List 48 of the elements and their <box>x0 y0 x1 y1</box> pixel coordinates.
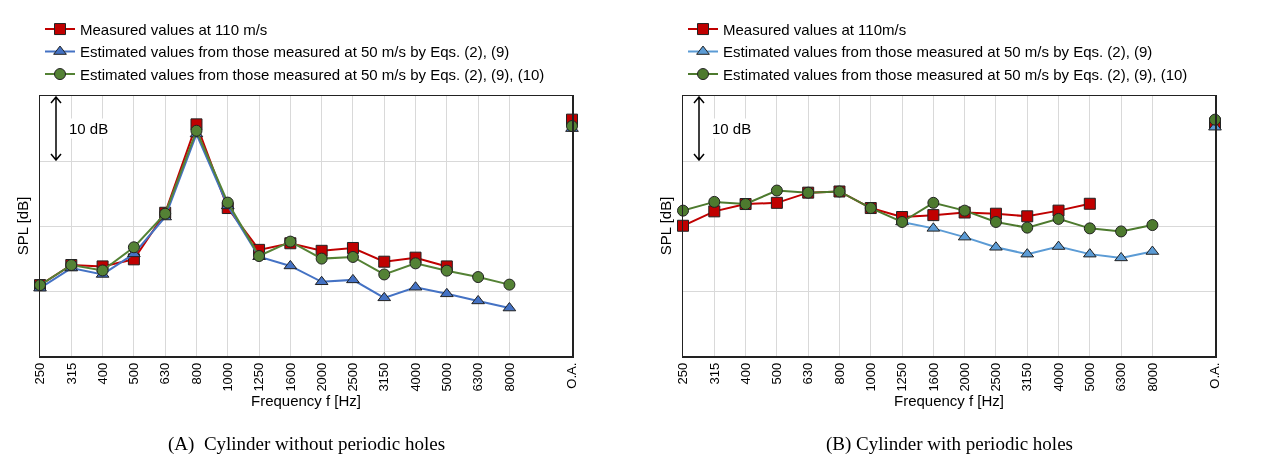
x-tick-label: 1000 <box>219 362 235 392</box>
x-tick-label: 2500 <box>345 362 361 392</box>
y-axis-title: SPL [dB] <box>14 196 31 256</box>
x-tick-label: 400 <box>737 362 753 385</box>
x-tick-label: 315 <box>706 362 722 385</box>
x-tick-label: 8000 <box>1144 362 1160 392</box>
y-axis-title: SPL [dB] <box>657 196 674 256</box>
x-tick-label: 1600 <box>282 362 298 392</box>
x-tick-label: 2000 <box>313 362 329 392</box>
legend-label: Estimated values from those measured at 50 m/s by Eqs. (2), (9), (10) <box>723 65 1188 83</box>
x-tick-label: 6300 <box>470 362 486 392</box>
x-tick-label: 4000 <box>1050 362 1066 392</box>
x-tick-label: 4000 <box>407 362 423 392</box>
x-tick-label: 5000 <box>1082 362 1098 392</box>
legend-label: Measured values at 110m/s <box>723 20 907 38</box>
annotation: 10 dB <box>69 120 109 137</box>
annotation: 10 dB <box>712 120 752 137</box>
x-tick-label: 800 <box>188 362 204 385</box>
x-tick-label: 500 <box>126 362 142 385</box>
x-tick-label: 1600 <box>925 362 941 392</box>
x-tick-label: 630 <box>157 362 173 385</box>
x-tick-label: 400 <box>94 362 110 385</box>
x-tick-label: 8000 <box>501 362 517 392</box>
legend-label: Estimated values from those measured at 50 m/s by Eqs. (2), (9) <box>723 43 1153 61</box>
x-axis-title: Frequency f [Hz] <box>893 391 1005 409</box>
text: (B) Cylinder with periodic holes <box>826 433 1073 454</box>
text: (A) Cylinder without periodic holes <box>168 433 446 454</box>
legend-label: Estimated values from those measured at 50 m/s by Eqs. (2), (9) <box>80 43 510 61</box>
x-tick-label: 2000 <box>956 362 972 392</box>
legend-label: Measured values at 110 m/s <box>80 20 268 38</box>
x-tick-label: O.A. <box>1207 362 1223 389</box>
x-tick-label: 2500 <box>988 362 1004 392</box>
x-tick-label: 1250 <box>894 362 910 392</box>
x-axis-title: Frequency f [Hz] <box>250 391 362 409</box>
x-tick-label: 3150 <box>1019 362 1035 392</box>
x-tick-label: 5000 <box>439 362 455 392</box>
x-tick-label: 250 <box>32 362 48 385</box>
x-tick-label: 1250 <box>251 362 267 392</box>
x-tick-label: 315 <box>63 362 79 385</box>
x-tick-label: O.A. <box>564 362 580 389</box>
x-tick-label: 6300 <box>1113 362 1129 392</box>
legend-label: Estimated values from those measured at 50 m/s by Eqs. (2), (9), (10) <box>80 65 545 83</box>
x-tick-label: 630 <box>800 362 816 385</box>
x-tick-label: 250 <box>675 362 691 385</box>
x-tick-label: 500 <box>769 362 785 385</box>
x-tick-label: 1000 <box>862 362 878 392</box>
x-tick-label: 3150 <box>376 362 392 392</box>
x-tick-label: 800 <box>831 362 847 385</box>
